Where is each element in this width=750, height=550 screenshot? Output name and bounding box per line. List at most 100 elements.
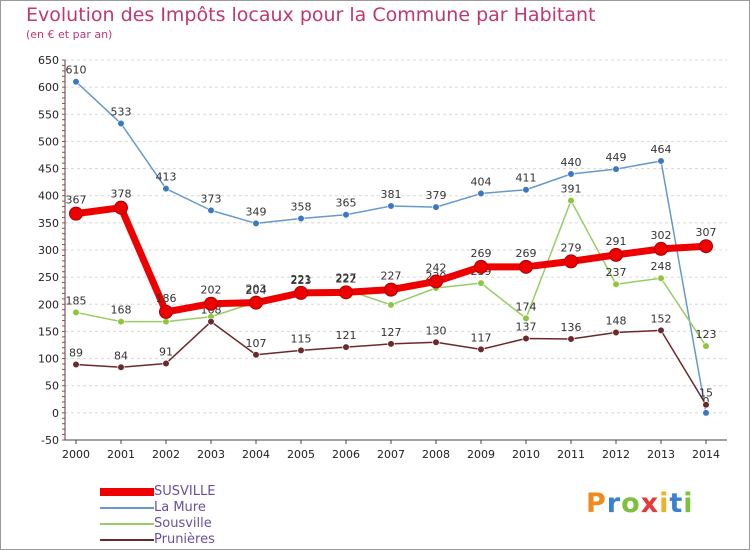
data-point <box>567 335 575 343</box>
data-label: 123 <box>696 328 717 341</box>
data-point <box>387 340 395 348</box>
data-point <box>429 274 443 289</box>
data-label: 349 <box>246 205 267 218</box>
data-point <box>522 314 530 323</box>
x-tick-label: 2009 <box>467 448 495 461</box>
data-point <box>384 282 398 297</box>
data-label: 137 <box>516 320 537 333</box>
y-tick-label: 400 <box>38 190 59 203</box>
x-tick-label: 2013 <box>647 448 675 461</box>
data-label: 227 <box>336 272 357 285</box>
data-label: 91 <box>159 345 173 358</box>
y-tick-label: -50 <box>41 434 59 447</box>
data-label: 107 <box>246 337 267 350</box>
chart-subtitle: (en € et par an) <box>26 28 113 41</box>
data-point <box>297 346 305 355</box>
data-label: 404 <box>471 176 492 189</box>
data-label: 148 <box>606 315 627 328</box>
data-point <box>249 295 263 310</box>
data-point <box>69 206 83 221</box>
data-point <box>114 200 128 215</box>
data-label: 202 <box>201 284 222 297</box>
data-point <box>702 401 710 409</box>
data-point <box>342 343 350 351</box>
x-tick-label: 2004 <box>242 448 270 461</box>
data-label: 269 <box>471 247 492 260</box>
y-tick-label: 50 <box>45 380 59 393</box>
data-label: 152 <box>651 312 672 325</box>
data-point <box>207 318 215 326</box>
data-point <box>702 342 710 350</box>
data-point <box>474 259 488 274</box>
x-tick-label: 2002 <box>152 448 180 461</box>
data-point <box>252 351 260 359</box>
data-label: 413 <box>156 171 177 184</box>
data-point <box>339 285 353 300</box>
data-point <box>609 247 623 262</box>
data-point <box>387 202 395 210</box>
data-point <box>612 328 620 337</box>
y-tick-label: 650 <box>38 54 59 67</box>
data-label: 223 <box>291 274 312 287</box>
logo-letter: i <box>659 488 670 519</box>
data-label: 168 <box>111 304 132 317</box>
legend-swatch <box>100 523 154 525</box>
data-label: 248 <box>651 260 672 273</box>
data-label: 227 <box>381 270 402 283</box>
data-label: 237 <box>606 266 627 279</box>
data-point <box>294 285 308 300</box>
data-point <box>204 296 218 311</box>
logo-letter: x <box>640 488 660 519</box>
data-label: 610 <box>66 64 87 77</box>
data-label: 279 <box>561 241 582 254</box>
data-point <box>159 304 173 319</box>
logo-letter: o <box>621 488 641 519</box>
data-point <box>72 360 80 369</box>
data-label: 121 <box>336 329 357 342</box>
data-point <box>252 219 260 227</box>
data-point <box>522 186 530 194</box>
data-point <box>477 345 485 353</box>
data-label: 269 <box>516 247 537 260</box>
data-label: 378 <box>111 188 132 201</box>
data-point <box>567 197 575 205</box>
data-point <box>519 259 533 274</box>
data-label: 115 <box>291 332 312 345</box>
data-point <box>702 409 710 417</box>
data-label: 379 <box>426 189 447 202</box>
data-point <box>387 301 395 309</box>
logo-letter: t <box>669 488 684 519</box>
legend-swatch <box>100 488 154 496</box>
x-tick-label: 2000 <box>62 448 90 461</box>
data-label: 204 <box>246 284 267 297</box>
data-label: 136 <box>561 321 582 334</box>
x-tick-label: 2008 <box>422 448 450 461</box>
x-tick-label: 2007 <box>377 448 405 461</box>
x-tick-label: 2011 <box>557 448 585 461</box>
data-label: 186 <box>156 292 177 305</box>
data-label: 117 <box>471 331 492 344</box>
data-label: 291 <box>606 235 627 248</box>
y-tick-label: 450 <box>38 163 59 176</box>
data-label: 15 <box>699 387 713 400</box>
data-label: 307 <box>696 226 717 239</box>
x-tick-label: 2001 <box>107 448 135 461</box>
data-point <box>564 254 578 269</box>
legend-label: Prunières <box>154 532 215 547</box>
y-tick-label: 500 <box>38 135 59 148</box>
data-label: 84 <box>114 349 128 362</box>
y-tick-label: 0 <box>52 407 59 420</box>
y-tick-label: 600 <box>38 81 59 94</box>
legend-label: La Mure <box>154 500 206 515</box>
data-label: 302 <box>651 229 672 242</box>
data-point <box>117 363 125 371</box>
data-point <box>297 214 305 223</box>
data-point <box>612 165 620 173</box>
y-tick-label: 550 <box>38 108 59 121</box>
data-label: 130 <box>426 324 447 337</box>
data-label: 221 <box>291 273 312 286</box>
data-label: 411 <box>516 172 537 185</box>
data-point <box>432 203 440 211</box>
logo-letter: r <box>606 488 622 519</box>
data-label: 365 <box>336 197 357 210</box>
